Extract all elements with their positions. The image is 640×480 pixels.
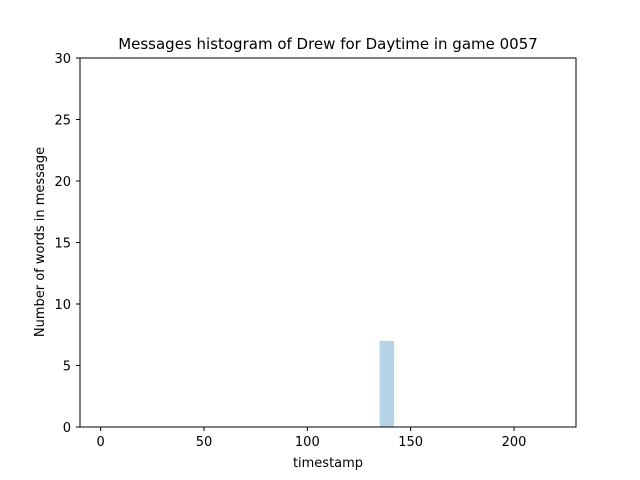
- x-tick-label: 50: [196, 435, 213, 450]
- x-tick-label: 200: [502, 435, 527, 450]
- y-axis-label: Number of words in message: [33, 147, 48, 337]
- y-axis-ticks: 0 5 10 15 20 25 30: [54, 52, 80, 436]
- y-tick-label: 25: [54, 114, 71, 129]
- y-tick-label: 20: [54, 175, 71, 190]
- bars-layer: [379, 340, 395, 427]
- y-tick-label: 15: [54, 237, 71, 252]
- x-axis-label: timestamp: [293, 456, 363, 471]
- y-tick-label: 30: [54, 52, 71, 67]
- x-tick-label: 0: [97, 435, 105, 450]
- plot-frame: [79, 57, 577, 428]
- histogram-bar-0: [379, 340, 395, 427]
- chart-title: Messages histogram of Drew for Daytime i…: [118, 35, 538, 53]
- x-tick-label: 150: [398, 435, 423, 450]
- y-tick-label: 5: [63, 360, 71, 375]
- x-tick-label: 100: [295, 435, 320, 450]
- x-axis-ticks: 0 50 100 150 200: [97, 427, 527, 450]
- y-tick-label: 10: [54, 298, 71, 313]
- y-tick-label: 0: [63, 421, 71, 436]
